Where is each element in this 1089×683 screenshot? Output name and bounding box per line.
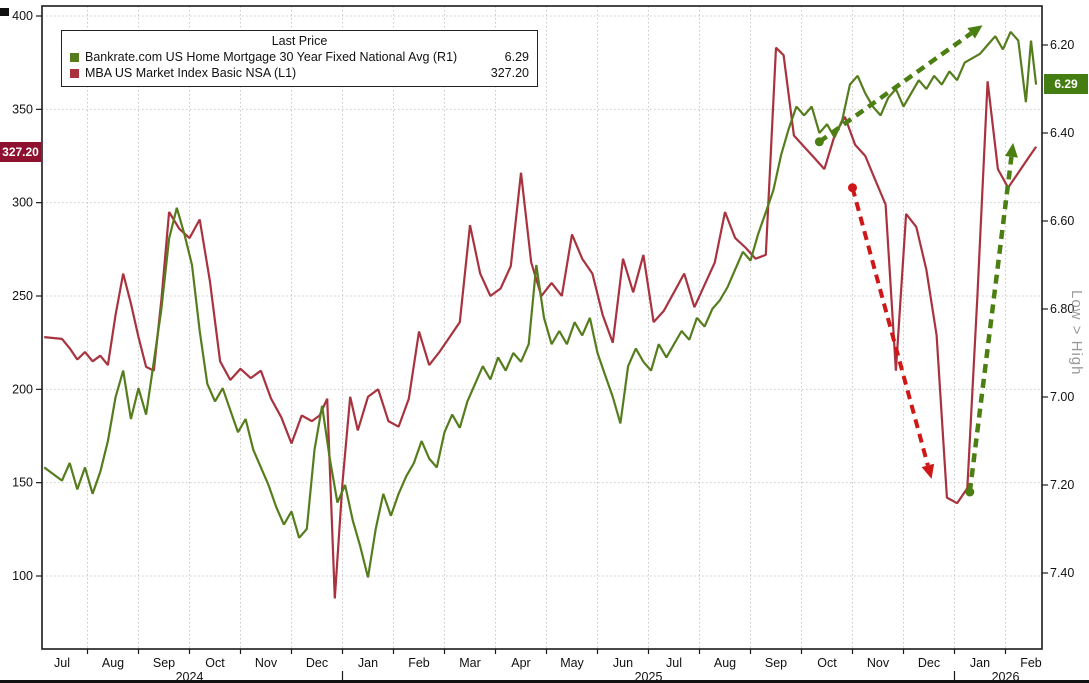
bankrate-rate-line [43,31,1038,578]
legend-swatch [70,68,79,78]
month-label: Nov [867,656,890,670]
year-label: 2026 [992,670,1020,683]
bottom-edge-bar [0,680,1089,683]
month-label: Nov [255,656,278,670]
year-label: 2024 [176,670,204,683]
red-downtrend-arrow-dot [848,183,857,193]
month-label: Sep [153,656,175,670]
plot-frame [41,5,1043,650]
legend-value-bankrate: 6.29 [504,50,529,64]
right-axis-tick-label: 7.20 [1050,478,1074,492]
left-axis-tick-label: 100 [12,569,33,583]
screen-corner-mark [0,8,9,16]
right-axis-tick-label: 6.40 [1050,126,1074,140]
legend-title: Last Price [271,34,328,48]
left-axis-tick-label: 200 [12,382,33,396]
left-axis-tick-label: 350 [12,102,33,116]
month-label: Oct [817,656,837,670]
green-rebound-arrow-head [1004,142,1018,158]
green-uptrend-arrow-dot [814,137,824,147]
legend-row-mba[interactable]: MBA US Market Index Basic NSA (L1) 327.2… [70,65,529,81]
month-label: Feb [1020,656,1042,670]
month-label: Jan [358,656,378,670]
legend-label-bankrate: Bankrate.com US Home Mortgage 30 Year Fi… [85,50,458,64]
green-rebound-arrow-dot [965,487,975,497]
month-label: Apr [511,656,530,670]
year-label: 2025 [635,670,663,683]
left-axis-tick-label: 250 [12,289,33,303]
legend-row-bankrate[interactable]: Bankrate.com US Home Mortgage 30 Year Fi… [70,49,529,65]
month-label: May [560,656,584,670]
right-axis-badge: 6.29 [1044,73,1088,94]
month-label: Jul [666,656,682,670]
mba-index-line [44,46,1038,599]
legend: Last Price Bankrate.com US Home Mortgage… [61,30,538,87]
month-label: Sep [765,656,787,670]
month-label: Dec [306,656,328,670]
right-axis-tick-label: 6.80 [1050,302,1074,316]
month-label: Jul [54,656,70,670]
month-label: Feb [408,656,430,670]
legend-label-mba: MBA US Market Index Basic NSA (L1) [85,66,297,80]
right-axis-tick-label: 7.40 [1050,566,1074,580]
right-axis-tick-label: 6.60 [1050,214,1074,228]
month-label: Mar [459,656,481,670]
month-label: Jan [970,656,990,670]
left-axis-tick-label: 400 [12,9,33,23]
legend-swatch [70,52,79,62]
left-axis-tick-label: 150 [12,476,33,490]
legend-value-mba: 327.20 [490,66,529,80]
month-label: Dec [918,656,940,670]
left-axis-badge: 327.20 [0,141,41,162]
right-axis-caption: Low > High [1068,290,1085,376]
month-label: Oct [205,656,225,670]
left-axis-tick-label: 300 [12,196,33,210]
green-uptrend-arrow [818,31,973,144]
month-label: Aug [714,656,736,670]
green-rebound-arrow [967,156,1014,493]
right-axis-tick-label: 7.00 [1050,390,1074,404]
right-axis-tick-label: 6.20 [1050,38,1074,52]
month-label: Jun [613,656,633,670]
month-label: Aug [102,656,124,670]
green-uptrend-arrow-head [967,25,983,39]
red-downtrend-arrow-head [921,463,935,479]
red-downtrend-arrow [850,187,930,466]
